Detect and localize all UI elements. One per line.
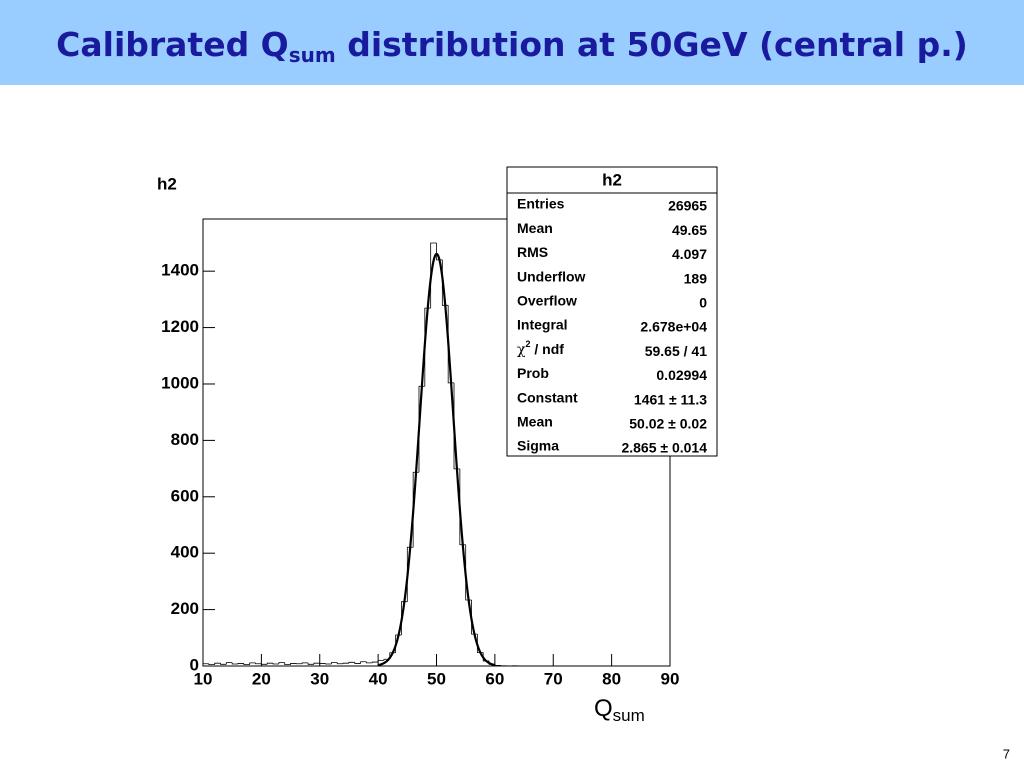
stats-label: χ2 / ndf — [517, 340, 564, 359]
slide-title: Calibrated Qsum distribution at 50GeV (c… — [56, 25, 968, 67]
y-tick-label: 1000 — [161, 373, 199, 392]
hist-bin — [326, 663, 332, 664]
stats-label: Integral — [517, 317, 568, 333]
hist-bin — [337, 663, 343, 664]
hist-title: h2 — [157, 174, 177, 193]
hist-bin — [267, 663, 273, 664]
stats-value: 50.02 ± 0.02 — [629, 416, 707, 432]
hist-bin — [349, 662, 355, 663]
stats-value: 59.65 / 41 — [645, 343, 707, 359]
stats-value: 49.65 — [672, 222, 707, 238]
stats-box: h2 Entries 26965 Mean 49.65 RMS 4.097 Underflo… — [507, 167, 717, 456]
hist-bin — [244, 663, 250, 664]
title-sub: sum — [289, 43, 336, 67]
hist-bin — [221, 663, 227, 664]
stats-label: Sigma — [517, 438, 559, 454]
stats-label: Entries — [517, 196, 565, 212]
hist-bin — [273, 663, 279, 664]
x-tick-label: 30 — [310, 669, 329, 688]
page-number: 7 — [1003, 746, 1010, 761]
hist-bin — [291, 663, 297, 664]
stats-value: 0 — [699, 295, 707, 311]
stats-value: 2.678e+04 — [640, 319, 707, 335]
x-label-sub: sum — [613, 706, 645, 725]
title-text: distribution at 50GeV (central p.) — [336, 25, 968, 64]
hist-bin — [209, 664, 215, 665]
x-tick-label: 60 — [485, 669, 504, 688]
hist-bin — [302, 663, 308, 664]
stats-label: Mean — [517, 414, 553, 430]
fit-curve — [378, 254, 495, 665]
x-axis-label: Qsum — [594, 695, 645, 725]
hist-bin — [314, 663, 320, 664]
hist-bin — [261, 664, 267, 665]
hist-bin — [331, 663, 337, 664]
stats-label: Overflow — [517, 293, 577, 309]
x-tick-label: 10 — [194, 669, 213, 688]
hist-bin — [285, 663, 291, 665]
stats-label: RMS — [517, 244, 548, 260]
x-tick-label: 50 — [427, 669, 446, 688]
stats-value: 4.097 — [672, 246, 707, 262]
x-tick-label: 70 — [544, 669, 563, 688]
y-tick-label: 1200 — [161, 317, 199, 336]
hist-bin — [250, 663, 256, 665]
stats-title: h2 — [602, 170, 622, 189]
x-tick-label: 40 — [369, 669, 388, 688]
stats-label: Underflow — [517, 268, 586, 284]
stats-value: 1461 ± 11.3 — [634, 391, 707, 407]
stats-value: 189 — [684, 270, 708, 286]
hist-bin — [361, 662, 367, 664]
hist-bin — [238, 663, 244, 664]
hist-bin — [256, 663, 262, 664]
hist-bin — [372, 662, 378, 663]
stats-label: Constant — [517, 389, 578, 405]
stats-value: 0.02994 — [656, 367, 707, 383]
hist-bin — [355, 662, 361, 663]
stats-label-text: / ndf — [531, 341, 565, 357]
hist-bin — [215, 663, 221, 664]
x-tick-label: 90 — [661, 669, 680, 688]
stats-label: Mean — [517, 220, 553, 236]
x-tick-label: 20 — [252, 669, 271, 688]
x-tick-label: 80 — [602, 669, 621, 688]
stats-label: Prob — [517, 365, 549, 381]
hist-bin — [308, 663, 314, 664]
title-text: Calibrated Q — [56, 25, 289, 64]
stats-value: 26965 — [668, 198, 707, 214]
y-tick-label: 200 — [171, 599, 199, 618]
stats-value: 2.865 ± 0.014 — [621, 440, 707, 456]
hist-bin — [279, 663, 285, 664]
hist-bin — [343, 663, 349, 664]
y-tick-label: 800 — [171, 430, 199, 449]
hist-bin — [378, 660, 384, 662]
x-label-base: Q — [594, 695, 613, 722]
hist-bin — [232, 663, 238, 664]
hist-bin — [366, 662, 372, 663]
y-tick-label: 600 — [171, 486, 199, 505]
hist-bin — [495, 664, 501, 665]
y-tick-label: 1400 — [161, 261, 199, 280]
hist-bin — [226, 663, 232, 665]
y-tick-label: 400 — [171, 543, 199, 562]
